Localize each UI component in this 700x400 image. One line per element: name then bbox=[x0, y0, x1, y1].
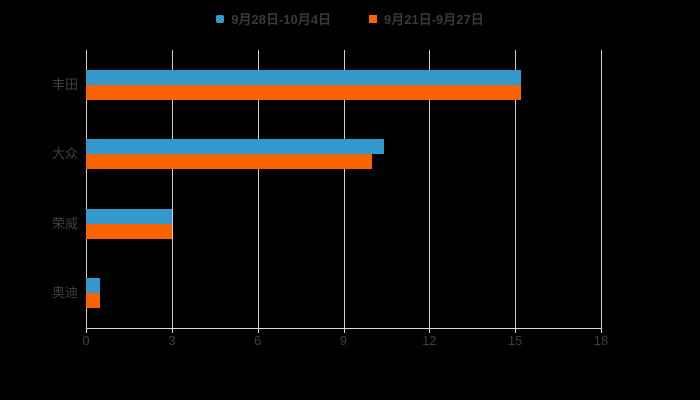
x-tick-mark-6 bbox=[257, 328, 259, 333]
plot-area bbox=[86, 50, 602, 328]
gridline-9 bbox=[343, 50, 345, 328]
legend-label-0: 9月28日-10月4日 bbox=[231, 11, 331, 27]
chart-legend: 9月28日-10月4日 9月21日-9月27日 bbox=[0, 6, 700, 32]
gridline-3 bbox=[171, 50, 173, 328]
x-tick-mark-0 bbox=[86, 328, 87, 333]
bar-大众-series-1[interactable] bbox=[86, 139, 384, 155]
legend-item-0[interactable]: 9月28日-10月4日 bbox=[216, 13, 331, 26]
gridline-18 bbox=[601, 50, 602, 328]
x-tick-label-3: 3 bbox=[168, 333, 176, 348]
legend-marker-blue-icon bbox=[216, 15, 225, 23]
gridline-12 bbox=[429, 50, 431, 328]
x-tick-label-18: 18 bbox=[593, 333, 609, 348]
gridline-6 bbox=[257, 50, 259, 328]
bar-奥迪-series-2[interactable] bbox=[86, 293, 101, 309]
gridline-15 bbox=[515, 50, 517, 328]
bar-丰田-series-2[interactable] bbox=[86, 84, 521, 100]
legend-label-1: 9月21日-9月27日 bbox=[384, 11, 484, 27]
y-axis-label-奥迪: 奥迪 bbox=[51, 285, 78, 301]
bar-荣威-series-2[interactable] bbox=[86, 223, 172, 239]
y-axis-labels: 丰田 大众 荣威 奥迪 bbox=[0, 50, 78, 328]
x-tick-label-9: 9 bbox=[339, 333, 348, 348]
x-tick-mark-9 bbox=[343, 328, 345, 333]
x-tick-label-0: 0 bbox=[82, 333, 90, 348]
bar-丰田-series-1[interactable] bbox=[86, 69, 521, 85]
bar-奥迪-series-1[interactable] bbox=[86, 278, 101, 294]
y-axis-label-荣威: 荣威 bbox=[51, 215, 78, 231]
x-tick-label-6: 6 bbox=[254, 333, 262, 348]
gridline-0 bbox=[86, 50, 87, 328]
bar-大众-series-2[interactable] bbox=[86, 154, 373, 170]
y-axis-label-丰田: 丰田 bbox=[51, 76, 78, 92]
y-axis-label-大众: 大众 bbox=[51, 146, 78, 162]
x-tick-mark-15 bbox=[515, 328, 517, 333]
x-tick-mark-18 bbox=[601, 328, 602, 333]
x-tick-mark-12 bbox=[429, 328, 431, 333]
legend-marker-orange-icon bbox=[369, 15, 377, 23]
x-tick-mark-3 bbox=[171, 328, 173, 333]
x-tick-label-12: 12 bbox=[422, 333, 437, 348]
x-tick-label-15: 15 bbox=[507, 333, 523, 348]
legend-item-1[interactable]: 9月21日-9月27日 bbox=[369, 13, 484, 26]
bar-荣威-series-1[interactable] bbox=[86, 208, 172, 224]
